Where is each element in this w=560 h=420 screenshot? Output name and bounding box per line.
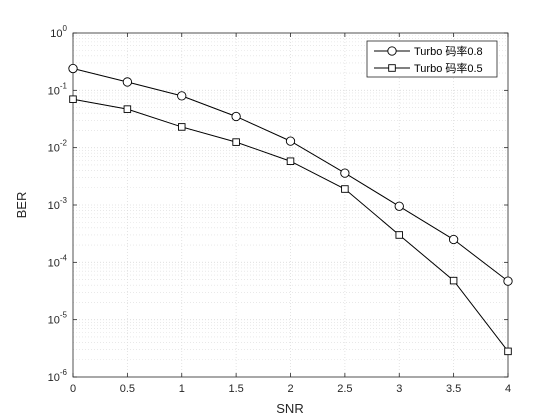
legend-marker — [388, 64, 396, 72]
x-tick-label: 1.5 — [228, 383, 243, 395]
x-axis-label: SNR — [276, 401, 303, 416]
legend-label: Turbo 码率0.5 — [414, 61, 483, 75]
data-point — [285, 136, 296, 146]
data-point — [504, 347, 512, 356]
data-point — [231, 111, 241, 122]
x-tick-label: 0.5 — [120, 383, 135, 395]
data-point — [340, 168, 350, 178]
data-point — [286, 157, 295, 165]
data-point — [177, 123, 186, 131]
data-point — [449, 276, 458, 285]
data-point — [122, 77, 133, 87]
series-2 — [69, 95, 512, 356]
x-tick-label: 1 — [179, 383, 185, 395]
legend: Turbo 码率0.8 Turbo 码率0.5 — [366, 40, 498, 78]
data-point — [341, 185, 349, 193]
data-point — [448, 234, 459, 245]
data-point — [503, 276, 513, 286]
data-point — [123, 105, 132, 113]
x-tick-label: 2.5 — [337, 383, 352, 395]
legend-label: Turbo 码率0.8 — [414, 44, 483, 58]
y-axis-label: BER — [14, 192, 29, 219]
x-tick-label: 3.5 — [446, 383, 461, 395]
legend-item: Turbo 码率0.8 — [374, 44, 483, 58]
x-tick-label: 3 — [396, 383, 402, 395]
series — [68, 63, 513, 356]
data-point — [69, 95, 77, 103]
legend-item: Turbo 码率0.5 — [374, 61, 483, 75]
data-point — [395, 231, 404, 239]
data-point — [394, 201, 404, 211]
x-tick-label: 4 — [505, 383, 511, 395]
data-point — [177, 91, 187, 101]
series-1 — [68, 63, 513, 286]
x-tick-label: 2 — [287, 383, 293, 395]
data-point — [68, 63, 78, 74]
legend-marker — [387, 46, 397, 56]
data-point — [232, 138, 240, 146]
x-tick-label: 0 — [70, 383, 76, 395]
